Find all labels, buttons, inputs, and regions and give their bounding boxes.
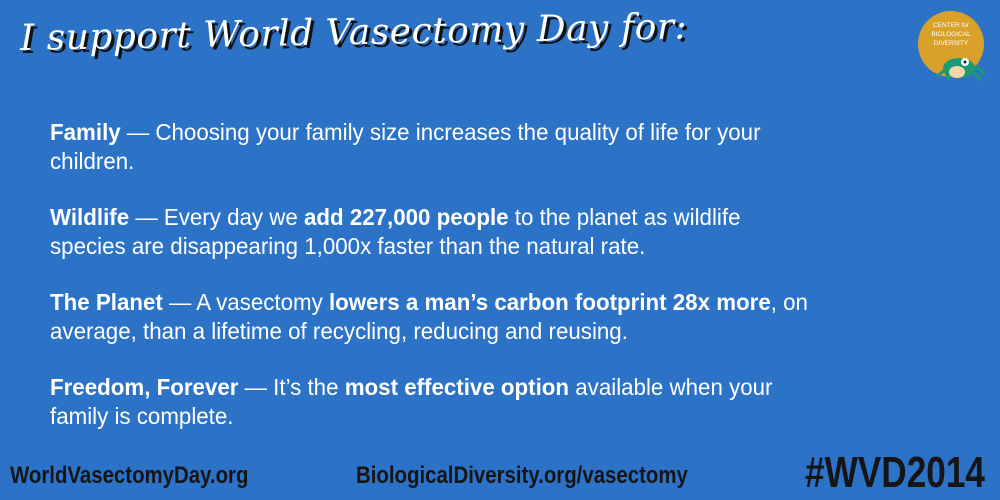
svg-text:DIVERSITY: DIVERSITY <box>934 40 969 47</box>
reason-text: available when your <box>569 374 773 400</box>
reason-emphasis: most effective option <box>344 374 570 400</box>
reason-text: species are disappearing 1,000x faster t… <box>50 233 646 259</box>
reason-text: family is complete. <box>50 403 234 429</box>
reason-text: — Every day we <box>129 204 304 230</box>
hashtag: #WVD2014 <box>805 448 986 497</box>
reason-planet: The Planet — A vasectomy lowers a man’s … <box>50 288 923 346</box>
reason-heading: Family <box>50 119 121 145</box>
reason-family: Family — Choosing your family size incre… <box>50 118 923 176</box>
center-for-biological-diversity-logo: CENTER for BIOLOGICAL DIVERSITY <box>918 11 986 82</box>
reason-wildlife: Wildlife — Every day we add 227,000 peop… <box>50 203 923 261</box>
reason-text: — Choosing your family size increases th… <box>120 119 761 145</box>
reason-text: , on <box>770 289 808 315</box>
reason-heading: Freedom, Forever <box>50 374 239 400</box>
reason-emphasis: add 227,000 people <box>303 204 509 230</box>
svg-text:CENTER for: CENTER for <box>933 22 970 29</box>
reason-text: average, than a lifetime of recycling, r… <box>50 318 628 344</box>
reason-freedom: Freedom, Forever — It’s the most effecti… <box>50 373 923 431</box>
reason-text: children. <box>50 148 135 174</box>
page-title: I support World Vasectomy Day for: <box>19 6 688 59</box>
reason-emphasis: lowers a man’s carbon footprint 28x more <box>328 289 771 315</box>
reason-heading: Wildlife <box>50 204 130 230</box>
svg-text:BIOLOGICAL: BIOLOGICAL <box>931 31 971 38</box>
reason-text: — It’s the <box>238 374 345 400</box>
reason-heading: The Planet <box>50 289 163 315</box>
world-vasectomy-day-link[interactable]: WorldVasectomyDay.org <box>10 462 249 489</box>
biological-diversity-link[interactable]: BiologicalDiversity.org/vasectomy <box>356 462 688 489</box>
reasons-list: Family — Choosing your family size incre… <box>50 118 950 458</box>
reason-text: to the planet as wildlife <box>508 204 741 230</box>
reason-text: — A vasectomy <box>162 289 329 315</box>
